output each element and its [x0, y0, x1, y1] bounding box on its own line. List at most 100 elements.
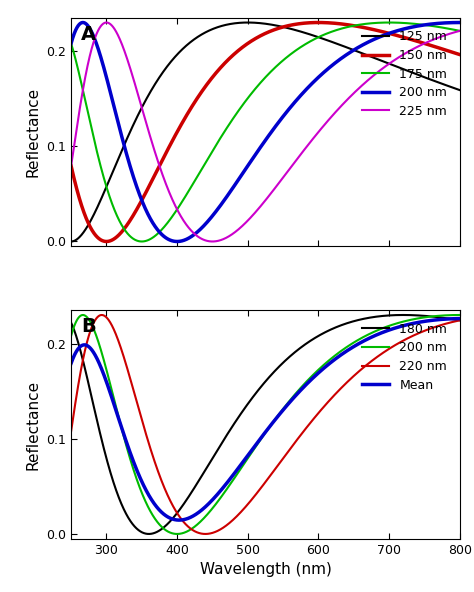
- 180 nm: [136, 526, 141, 533]
- Line: 220 nm: 220 nm: [71, 315, 460, 534]
- X-axis label: Wavelength (nm): Wavelength (nm): [200, 562, 331, 577]
- 150 nm: [234, 48, 240, 55]
- 225 nm: [449, 30, 455, 37]
- 220 nm: [235, 512, 240, 519]
- 180 nm: [408, 311, 413, 318]
- 175 nm: [449, 26, 455, 33]
- 150 nm: [68, 162, 74, 169]
- 180 nm: [113, 485, 118, 492]
- Line: 125 nm: 125 nm: [71, 22, 460, 242]
- 200 nm: [68, 332, 74, 339]
- Text: A: A: [81, 25, 96, 44]
- 220 nm: [449, 318, 455, 326]
- 175 nm: [234, 109, 240, 116]
- 220 nm: [136, 405, 141, 412]
- Mean: [218, 487, 223, 494]
- Line: 225 nm: 225 nm: [71, 22, 460, 242]
- 200 nm: [234, 471, 240, 478]
- 180 nm: [234, 416, 240, 423]
- 220 nm: [202, 530, 208, 538]
- 225 nm: [210, 238, 215, 245]
- 200 nm: [408, 316, 413, 323]
- 180 nm: [68, 319, 74, 326]
- Line: 150 nm: 150 nm: [71, 22, 460, 242]
- Mean: [449, 315, 455, 322]
- 180 nm: [457, 317, 463, 324]
- Text: B: B: [81, 317, 96, 336]
- Mean: [176, 517, 182, 524]
- 125 nm: [234, 20, 240, 27]
- 125 nm: [408, 69, 413, 76]
- 180 nm: [218, 442, 223, 449]
- 125 nm: [68, 238, 74, 245]
- 220 nm: [113, 330, 118, 337]
- 200 nm: [136, 481, 141, 488]
- 175 nm: [457, 27, 463, 34]
- 200 nm: [218, 202, 223, 209]
- 200 nm: [449, 19, 455, 26]
- Y-axis label: Reflectance: Reflectance: [26, 379, 41, 469]
- Mean: [408, 320, 413, 327]
- 125 nm: [245, 19, 251, 26]
- 225 nm: [136, 93, 141, 100]
- Mean: [457, 315, 463, 322]
- 225 nm: [218, 237, 223, 244]
- 175 nm: [139, 238, 145, 245]
- Line: 200 nm: 200 nm: [71, 22, 460, 242]
- Legend: 180 nm, 200 nm, 220 nm, Mean: 180 nm, 200 nm, 220 nm, Mean: [356, 317, 454, 398]
- 175 nm: [136, 237, 141, 244]
- 150 nm: [316, 19, 321, 26]
- 150 nm: [218, 65, 223, 72]
- Y-axis label: Reflectance: Reflectance: [26, 87, 41, 177]
- 200 nm: [174, 238, 180, 245]
- 200 nm: [449, 311, 455, 318]
- Mean: [68, 360, 74, 367]
- 200 nm: [234, 178, 240, 185]
- 200 nm: [408, 24, 413, 31]
- Line: 200 nm: 200 nm: [71, 315, 460, 534]
- 225 nm: [68, 162, 74, 169]
- 200 nm: [113, 108, 118, 115]
- 150 nm: [408, 36, 413, 43]
- 125 nm: [457, 86, 463, 94]
- 200 nm: [218, 494, 223, 501]
- 150 nm: [136, 202, 141, 210]
- Mean: [234, 466, 240, 473]
- 225 nm: [104, 19, 109, 26]
- 180 nm: [146, 530, 152, 538]
- 150 nm: [457, 51, 463, 58]
- Mean: [113, 405, 118, 412]
- 225 nm: [457, 27, 463, 34]
- 220 nm: [218, 526, 223, 533]
- Line: 175 nm: 175 nm: [71, 22, 460, 242]
- 200 nm: [174, 530, 180, 538]
- Legend: 125 nm, 150 nm, 175 nm, 200 nm, 225 nm: 125 nm, 150 nm, 175 nm, 200 nm, 225 nm: [356, 24, 454, 124]
- Line: Mean: Mean: [71, 318, 460, 520]
- 175 nm: [113, 208, 118, 215]
- 200 nm: [68, 40, 74, 47]
- 200 nm: [457, 311, 463, 318]
- 200 nm: [113, 401, 118, 408]
- 180 nm: [401, 311, 406, 318]
- 200 nm: [136, 188, 141, 195]
- 125 nm: [449, 84, 455, 91]
- 220 nm: [99, 311, 105, 318]
- Line: 180 nm: 180 nm: [71, 315, 460, 534]
- 125 nm: [136, 111, 141, 118]
- 150 nm: [449, 49, 455, 56]
- 175 nm: [218, 135, 223, 142]
- Mean: [136, 471, 141, 478]
- 150 nm: [104, 238, 109, 245]
- 125 nm: [217, 23, 223, 30]
- 180 nm: [449, 316, 455, 323]
- 225 nm: [113, 27, 118, 34]
- 220 nm: [408, 333, 413, 340]
- 175 nm: [386, 19, 392, 26]
- 200 nm: [457, 19, 463, 26]
- 220 nm: [457, 317, 463, 324]
- 150 nm: [113, 234, 118, 242]
- 220 nm: [68, 428, 74, 435]
- 175 nm: [408, 20, 413, 27]
- 175 nm: [68, 40, 74, 47]
- 125 nm: [113, 162, 118, 169]
